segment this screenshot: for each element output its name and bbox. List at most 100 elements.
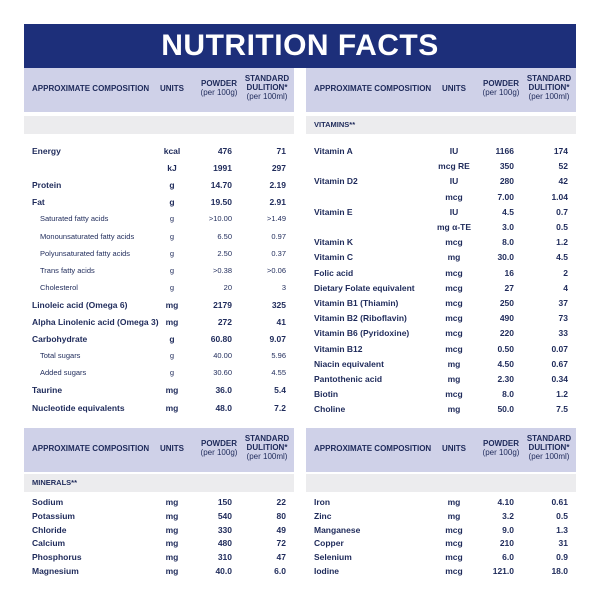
powder-value: 150 <box>217 497 232 507</box>
dilution-value: 80 <box>276 510 286 521</box>
table-row: Vitamin E IU 4.5 0.7 <box>306 204 576 220</box>
powder-value: 1991 <box>213 163 232 174</box>
table-row: Chloride mg 330 49 <box>24 522 294 538</box>
nutrient-name: Selenium <box>314 552 352 563</box>
nutrient-unit: IU <box>449 176 459 187</box>
nutrient-unit: g <box>169 197 175 208</box>
dilution-value: 41 <box>276 317 286 327</box>
powder-value: 3.0 <box>502 222 514 232</box>
table-row: Energy kcal 476 71 <box>24 143 294 159</box>
section-strip-vitamins: VITAMINS** <box>306 116 576 134</box>
nutrient-name: Niacin equivalent <box>314 358 384 369</box>
nutrient-unit: mcg <box>445 389 463 400</box>
table-row: Iron mg 4.10 0.61 <box>306 494 576 510</box>
table-row: Nucleotide equivalents mg 48.0 7.2 <box>24 400 294 416</box>
nutrient-unit: g <box>169 351 175 361</box>
dilution-value: 22 <box>276 497 286 507</box>
nutrient-name: Saturated fatty acids <box>40 214 109 224</box>
header-dilution-sub: (per 100ml) <box>246 452 288 461</box>
dilution-value: 18.0 <box>551 566 568 576</box>
powder-value: 2.30 <box>497 374 514 384</box>
powder-value: 20 <box>223 282 232 292</box>
table-row: mcg 7.00 1.04 <box>306 189 576 205</box>
vitamins-label: VITAMINS** <box>314 120 356 129</box>
powder-value: 27 <box>504 282 514 293</box>
nutrient-unit: kcal <box>163 146 181 156</box>
header-composition: APPROXIMATE COMPOSITION <box>32 84 150 93</box>
dilution-value: 0.5 <box>556 510 568 521</box>
table-row: mcg RE 350 52 <box>306 158 576 174</box>
section-strip-minerals: MINERALS** <box>24 474 294 492</box>
powder-value: 6.50 <box>217 231 232 241</box>
nutrient-unit: mg <box>165 524 179 535</box>
powder-value: 50.0 <box>497 404 514 415</box>
powder-value: 16 <box>504 267 514 278</box>
powder-value: 9.0 <box>502 524 514 535</box>
powder-value: 280 <box>499 176 514 187</box>
table-row: Vitamin B12 mcg 0.50 0.07 <box>306 341 576 357</box>
nutrient-unit: g <box>169 214 175 224</box>
table-row: Potassium mg 540 80 <box>24 508 294 524</box>
nutrient-name: Cholesterol <box>40 282 78 292</box>
powder-value: >0.38 <box>213 265 232 275</box>
nutrient-unit: IU <box>449 146 459 156</box>
nutrient-name: Choline <box>314 404 346 415</box>
nutrient-name: Chloride <box>32 524 67 535</box>
nutrient-unit: mcg <box>445 298 463 308</box>
header-dilution: DULITION* <box>528 83 570 92</box>
table-row: Biotin mcg 8.0 1.2 <box>306 386 576 402</box>
dilution-value: 47 <box>276 552 286 563</box>
header-dilution: DULITION* <box>246 443 288 452</box>
nutrient-name: Monounsaturated fatty acids <box>40 231 135 241</box>
powder-value: 8.0 <box>502 237 514 248</box>
powder-value: 19.50 <box>210 197 232 208</box>
nutrient-unit: mg <box>165 299 179 310</box>
table-row: Polyunsaturated fatty acids g 2.50 0.37 <box>24 246 294 262</box>
nutrient-name: Calcium <box>32 538 66 549</box>
header-powder-sub: (per 100g) <box>200 448 238 457</box>
dilution-value: 0.5 <box>556 222 568 232</box>
powder-value: 30.0 <box>497 252 514 263</box>
table-row: Sodium mg 150 22 <box>24 494 294 510</box>
powder-value: 60.80 <box>210 334 232 345</box>
nutrient-name: Linoleic acid (Omega 6) <box>32 299 128 310</box>
header-powder-sub: (per 100g) <box>200 88 238 97</box>
dilution-value: >0.06 <box>267 265 286 275</box>
minerals-label: MINERALS** <box>32 478 78 487</box>
header-powder: POWDER <box>483 439 519 448</box>
nutrient-unit: mg <box>447 497 461 507</box>
table-header-bottom-right: APPROXIMATE COMPOSITION UNITS POWDER (pe… <box>306 428 576 472</box>
table-row: Total sugars g 40.00 5.96 <box>24 348 294 364</box>
nutrient-unit: mg <box>165 402 179 413</box>
nutrient-unit: g <box>169 334 175 345</box>
powder-value: 220 <box>499 328 514 339</box>
dilution-value: 31 <box>558 538 568 549</box>
nutrient-name: Potassium <box>32 510 75 521</box>
nutrient-name: Phosphorus <box>32 552 82 563</box>
powder-value: 272 <box>217 317 232 327</box>
nutrient-unit: mcg <box>445 524 463 535</box>
header-dilution-sub: (per 100ml) <box>246 92 288 101</box>
nutrient-name: Pantothenic acid <box>314 374 383 384</box>
dilution-value: >1.49 <box>267 214 286 224</box>
nutrient-unit: kJ <box>167 163 177 174</box>
table-row: Zinc mg 3.2 0.5 <box>306 508 576 524</box>
table-row: Niacin equivalent mg 4.50 0.67 <box>306 356 576 372</box>
header-units: UNITS <box>442 444 466 453</box>
nutrient-name: Taurine <box>32 385 63 396</box>
powder-value: 490 <box>499 313 514 324</box>
header-powder: POWDER <box>483 79 519 88</box>
powder-value: 310 <box>217 552 232 563</box>
dilution-value: 71 <box>276 146 286 156</box>
dilution-value: 0.7 <box>556 206 568 217</box>
powder-value: 250 <box>499 298 514 308</box>
table-row: Vitamin K mcg 8.0 1.2 <box>306 234 576 250</box>
nutrient-name: Polyunsaturated fatty acids <box>40 248 131 258</box>
table-row: Saturated fatty acids g >10.00 >1.49 <box>24 211 294 227</box>
nutrient-name: Vitamin K <box>314 237 354 248</box>
nutrient-name: Zinc <box>314 510 332 521</box>
dilution-value: 297 <box>271 163 286 174</box>
table-row: Dietary Folate equivalent mcg 27 4 <box>306 280 576 296</box>
section-strip-energy <box>24 116 294 134</box>
nutrient-name: Copper <box>314 538 344 549</box>
